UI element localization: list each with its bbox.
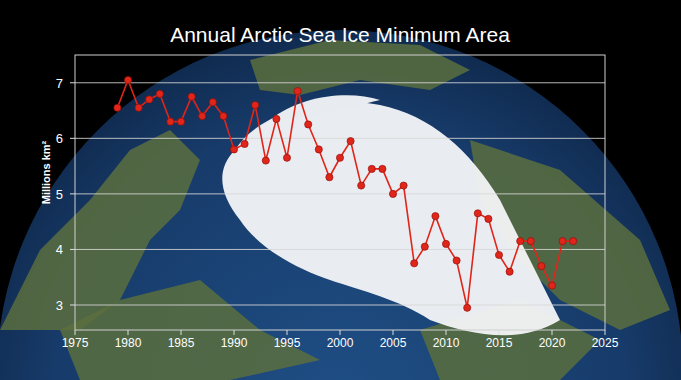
data-point bbox=[294, 88, 301, 95]
data-point bbox=[230, 146, 237, 153]
plot-frame bbox=[75, 55, 605, 330]
data-point bbox=[474, 210, 481, 217]
data-point bbox=[570, 238, 577, 245]
y-tick-label: 3 bbox=[56, 298, 63, 313]
data-point bbox=[114, 104, 121, 111]
tick-mark bbox=[287, 330, 288, 335]
data-point bbox=[347, 138, 354, 145]
tick-mark bbox=[70, 82, 75, 83]
x-tick-label: 2005 bbox=[380, 336, 407, 350]
grid-line bbox=[75, 193, 605, 194]
y-tick-label: 6 bbox=[56, 131, 63, 146]
y-tick-label: 7 bbox=[56, 76, 63, 91]
data-point bbox=[368, 165, 375, 172]
data-point bbox=[464, 304, 471, 311]
data-point bbox=[283, 154, 290, 161]
data-point bbox=[495, 251, 502, 258]
tick-mark bbox=[393, 330, 394, 335]
data-point bbox=[442, 240, 449, 247]
data-point bbox=[421, 243, 428, 250]
data-point bbox=[156, 90, 163, 97]
sea-ice bbox=[270, 95, 380, 120]
data-point bbox=[400, 182, 407, 189]
data-point bbox=[389, 190, 396, 197]
data-point bbox=[252, 101, 259, 108]
data-point bbox=[432, 213, 439, 220]
data-point bbox=[146, 96, 153, 103]
data-point bbox=[538, 263, 545, 270]
data-point bbox=[167, 118, 174, 125]
tick-mark bbox=[446, 330, 447, 335]
land bbox=[250, 40, 470, 95]
x-tick-label: 1980 bbox=[115, 336, 142, 350]
title: Annual Arctic Sea Ice Minimum Area bbox=[170, 23, 510, 46]
chart: 3 4 5 6 7 1975 1980 1985 1990 1995 2000 2005 2010 201… bbox=[0, 0, 681, 380]
series bbox=[114, 76, 577, 311]
data-point bbox=[188, 93, 195, 100]
data-point bbox=[135, 104, 142, 111]
data-point bbox=[241, 140, 248, 147]
data-point bbox=[559, 238, 566, 245]
data-point bbox=[262, 157, 269, 164]
grid-line bbox=[75, 138, 605, 139]
data-point bbox=[124, 76, 131, 83]
tick-mark bbox=[70, 193, 75, 194]
data-point bbox=[273, 115, 280, 122]
tick-mark bbox=[75, 330, 76, 335]
y-tick-label: 4 bbox=[56, 242, 63, 257]
data-point bbox=[336, 154, 343, 161]
data-point bbox=[379, 165, 386, 172]
data-point bbox=[411, 260, 418, 267]
data-point bbox=[220, 113, 227, 120]
x-tick-label: 1995 bbox=[274, 336, 301, 350]
globe bbox=[0, 30, 681, 380]
grid-line bbox=[75, 305, 605, 306]
sea-ice bbox=[222, 102, 560, 335]
x-tick-label: 2020 bbox=[539, 336, 566, 350]
tick-mark bbox=[181, 330, 182, 335]
series-line bbox=[117, 80, 573, 308]
data-point bbox=[177, 118, 184, 125]
y-tick-label: 5 bbox=[56, 187, 63, 202]
data-point bbox=[326, 174, 333, 181]
grid-line bbox=[75, 249, 605, 250]
data-point bbox=[548, 282, 555, 289]
x-tick-label: 2000 bbox=[327, 336, 354, 350]
data-point bbox=[517, 238, 524, 245]
data-point bbox=[305, 121, 312, 128]
tick-mark bbox=[70, 249, 75, 250]
data-point bbox=[485, 215, 492, 222]
data-point bbox=[315, 146, 322, 153]
x-tick-label: 2015 bbox=[486, 336, 513, 350]
data-point bbox=[453, 257, 460, 264]
tick-mark bbox=[340, 330, 341, 335]
x-tick-label: 2010 bbox=[433, 336, 460, 350]
data-point bbox=[506, 268, 513, 275]
data-point bbox=[358, 182, 365, 189]
tick-mark bbox=[70, 305, 75, 306]
x-tick-label: 2025 bbox=[592, 336, 619, 350]
tick-mark bbox=[552, 330, 553, 335]
x-tick-label: 1975 bbox=[62, 336, 89, 350]
grid-line bbox=[75, 82, 605, 83]
y-axis-label: Millions km² bbox=[40, 140, 52, 204]
globe-ocean bbox=[0, 30, 681, 380]
tick-mark bbox=[70, 138, 75, 139]
data-point bbox=[199, 113, 206, 120]
tick-mark bbox=[499, 330, 500, 335]
tick-mark bbox=[128, 330, 129, 335]
data-point bbox=[527, 238, 534, 245]
x-tick-label: 1985 bbox=[168, 336, 195, 350]
tick-mark bbox=[234, 330, 235, 335]
tick-mark bbox=[605, 330, 606, 335]
data-point bbox=[209, 99, 216, 106]
x-tick-label: 1990 bbox=[221, 336, 248, 350]
